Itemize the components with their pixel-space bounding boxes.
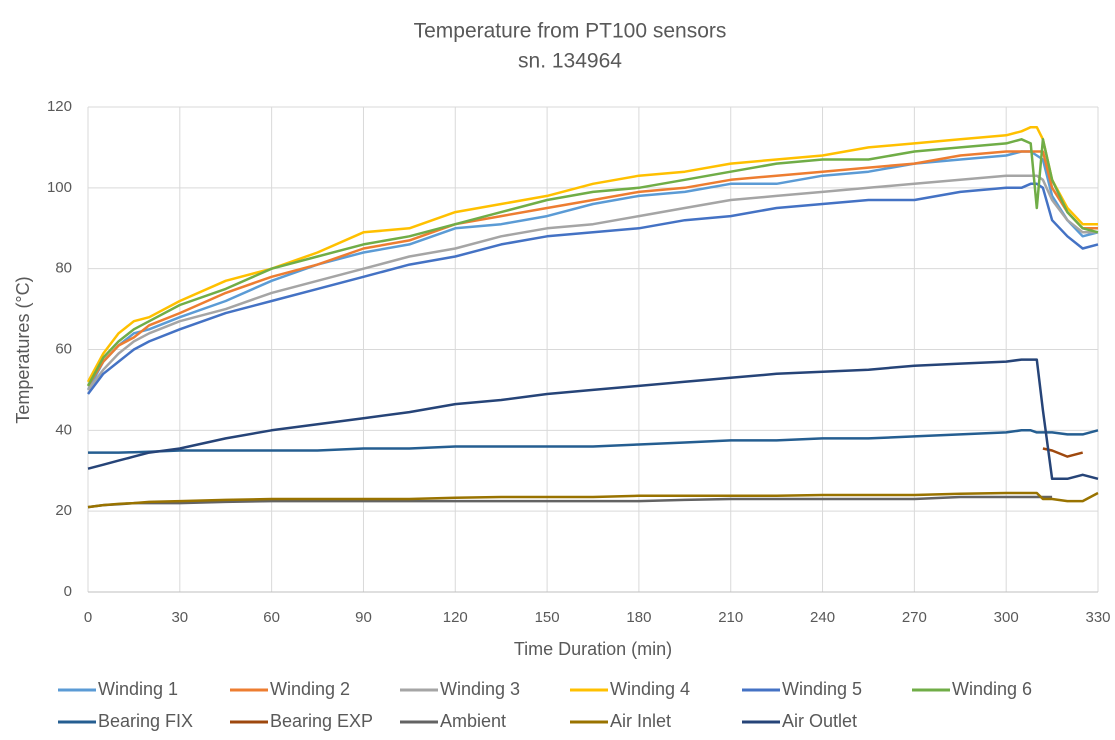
x-tick-label: 210 (718, 609, 743, 626)
legend-label: Winding 6 (952, 679, 1032, 699)
legend-label: Winding 1 (98, 679, 178, 699)
series-line (86, 125, 1098, 383)
y-axis-title: Temperatures (°C) (13, 276, 33, 423)
chart-subtitle: sn. 134964 (518, 50, 622, 73)
x-tick-label: 180 (626, 609, 651, 626)
x-axis-title: Time Duration (min) (514, 639, 672, 659)
x-tick-label: 240 (810, 609, 835, 626)
x-tick-label: 30 (171, 609, 188, 626)
legend-label: Ambient (440, 711, 506, 731)
legend-label: Winding 3 (440, 679, 520, 699)
y-tick-label: 20 (55, 502, 72, 519)
x-tick-label: 150 (535, 609, 560, 626)
legend-label: Bearing EXP (270, 711, 373, 731)
y-tick-label: 80 (55, 260, 72, 277)
x-tick-label: 300 (994, 609, 1019, 626)
x-tick-label: 0 (84, 609, 92, 626)
x-tick-label: 330 (1085, 609, 1110, 626)
series-line (87, 174, 1098, 391)
legend-label: Winding 5 (782, 679, 862, 699)
y-tick-label: 60 (55, 340, 72, 357)
chart-title: Temperature from PT100 sensors (414, 20, 727, 43)
series-line (87, 491, 1099, 509)
x-tick-label: 120 (443, 609, 468, 626)
y-tick-label: 40 (55, 421, 72, 438)
series-line (87, 182, 1099, 395)
y-tick-label: 120 (47, 98, 72, 115)
series-line (87, 495, 1053, 509)
series-line (88, 429, 1099, 454)
x-tick-label: 90 (355, 609, 372, 626)
series-line (87, 358, 1099, 481)
series-line (86, 138, 1099, 387)
series-line (86, 150, 1099, 391)
legend-label: Winding 2 (270, 679, 350, 699)
series-line (86, 150, 1098, 387)
y-tick-label: 100 (47, 179, 72, 196)
legend-label: Winding 4 (610, 679, 690, 699)
legend-label: Air Inlet (610, 711, 671, 731)
legend-label: Bearing FIX (98, 711, 193, 731)
x-tick-label: 270 (902, 609, 927, 626)
x-tick-label: 60 (263, 609, 280, 626)
legend-label: Air Outlet (782, 711, 857, 731)
y-tick-label: 0 (64, 583, 72, 600)
